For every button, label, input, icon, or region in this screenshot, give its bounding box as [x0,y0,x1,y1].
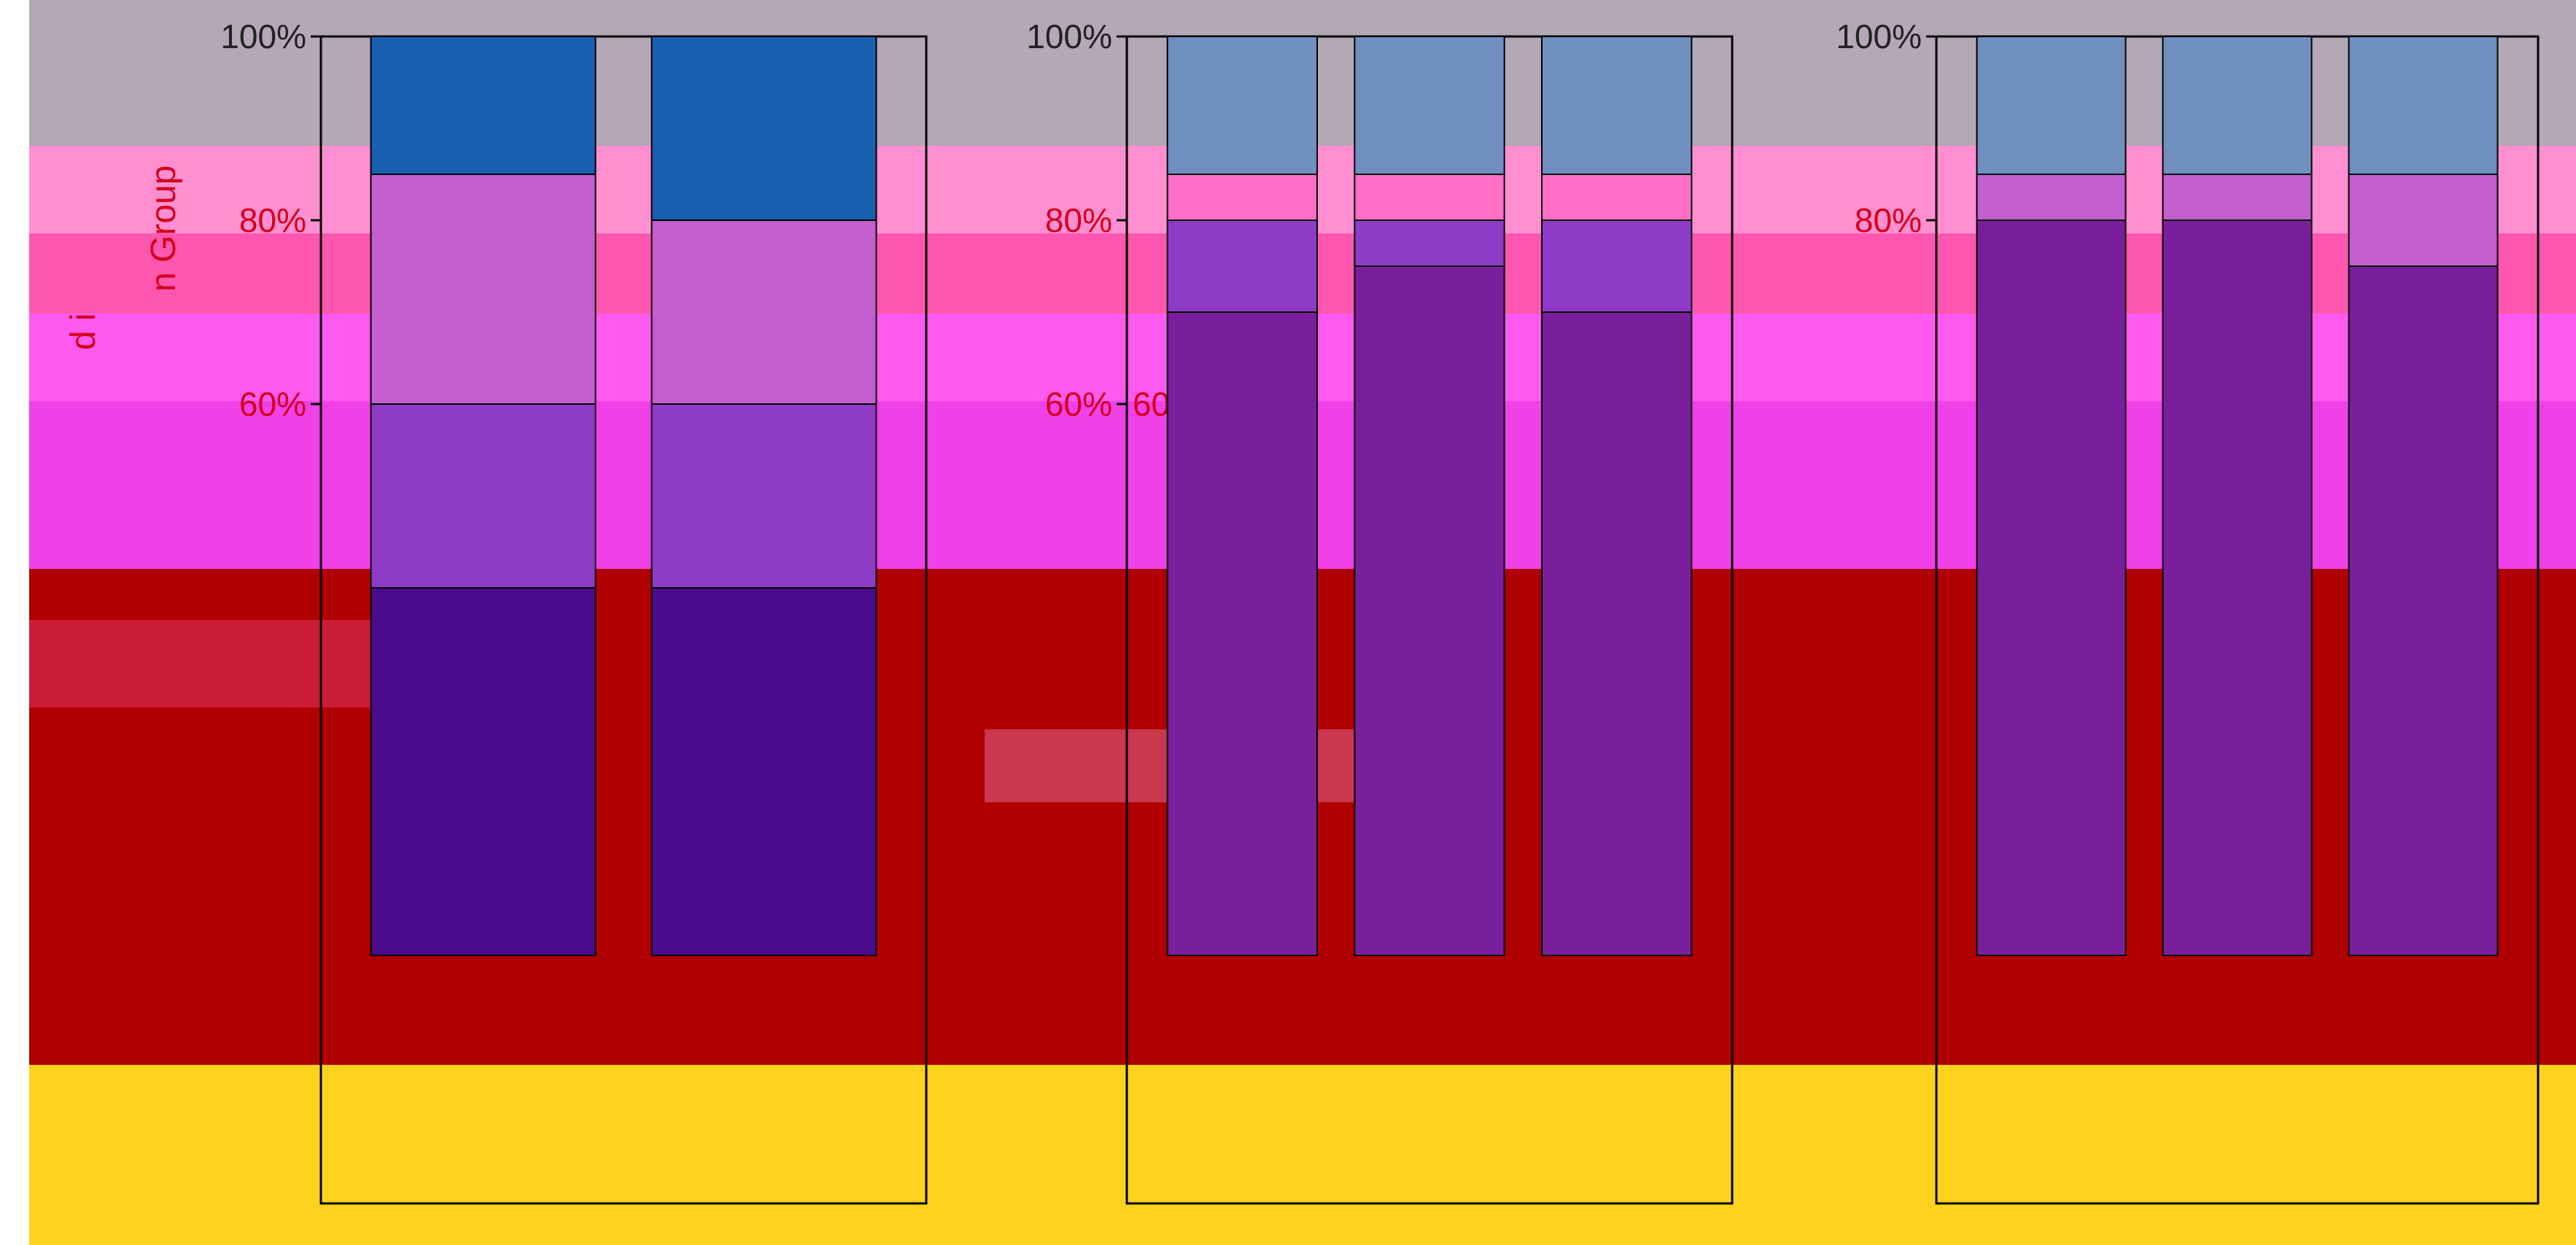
y-tick-label: 80% [239,201,306,239]
bar-segment [2348,36,2499,175]
bar-segment [1354,220,1505,267]
bar-segment [2162,36,2313,175]
bar-segment [1976,174,2127,221]
chart-panels: 100%80%60%100%80%60% 60%100%80% [220,18,2540,1205]
bar-segment [1166,311,1318,956]
bar-segment [1976,36,2127,175]
y-tick-label: 100% [1836,18,1922,55]
y-axis-label: n Group [144,166,183,292]
bar-segment [1541,311,1693,956]
band-yellow [29,1065,2576,1245]
band-accent-1 [29,620,394,707]
bar-segment [1354,174,1505,221]
bar-segment [651,220,877,405]
bar-segment [651,403,877,589]
plot-frame [319,35,928,1205]
y-tick-label: 60% [239,385,306,423]
chart-panel-2: 100%80%60% 60% [1026,18,1734,1205]
y-tick-label: 80% [1855,201,1922,239]
bar-segment [1354,36,1505,175]
bar-segment [2162,174,2313,221]
bar-segment [1541,174,1693,221]
bar-segment [1354,265,1505,956]
y-axis-label-fragment: d i [64,313,103,350]
y-tick-label: 60% [1045,385,1112,423]
y-tick-label: 80% [1045,201,1112,239]
bar-segment [1541,220,1693,313]
y-tick-label: 100% [220,18,306,55]
bar-segment [370,174,597,405]
bar-segment [1541,36,1693,175]
bar-segment [370,36,597,175]
bar-segment [370,403,597,589]
bar-segment [2162,220,2313,956]
y-tick-label: 100% [1026,18,1112,55]
chart-panel-1: 100% 80% 60% [220,18,928,1205]
bar-segment [651,36,877,221]
bar-segment [1976,220,2127,956]
chart-panel-3: 100% 80% [1836,18,2540,1205]
bar-segment [2348,265,2499,956]
bar-segment [1166,36,1318,175]
bar-segment [1166,220,1318,313]
bar-segment [651,587,877,956]
bar-segment [370,587,597,956]
bar-segment [2348,174,2499,267]
bar-segment [1166,174,1318,221]
